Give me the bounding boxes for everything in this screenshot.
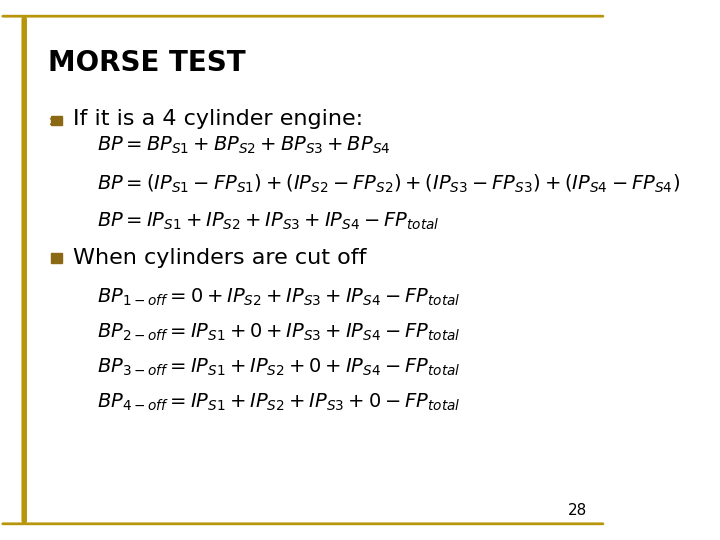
Text: $BP_{4-off} = IP_{S1} + IP_{S2} + IP_{S3} + 0 - FP_{total}$: $BP_{4-off} = IP_{S1} + IP_{S2} + IP_{S3… [97,392,460,413]
Text: When cylinders are cut off: When cylinders are cut off [73,248,366,268]
Text: $BP = (IP_{S1} - FP_{S1}) + (IP_{S2} - FP_{S2}) + (IP_{S3} - FP_{S3}) + (IP_{S4}: $BP = (IP_{S1} - FP_{S1}) + (IP_{S2} - F… [97,172,680,195]
Text: 28: 28 [568,503,588,518]
Text: $BP_{2-off} = IP_{S1} + 0 + IP_{S3} + IP_{S4} - FP_{total}$: $BP_{2-off} = IP_{S1} + 0 + IP_{S3} + IP… [97,321,460,343]
Text: $BP = BP_{S1} + BP_{S2} + BP_{S3} + BP_{S4}$: $BP = BP_{S1} + BP_{S2} + BP_{S3} + BP_{… [97,135,390,157]
Text: If it is a 4 cylinder engine:: If it is a 4 cylinder engine: [73,109,363,130]
Text: MORSE TEST: MORSE TEST [48,49,246,77]
Text: $BP_{1-off} = 0 + IP_{S2} + IP_{S3} + IP_{S4} - FP_{total}$: $BP_{1-off} = 0 + IP_{S2} + IP_{S3} + IP… [97,286,460,308]
Bar [52,116,63,125]
Text: $BP_{3-off} = IP_{S1} + IP_{S2} + 0 + IP_{S4} - FP_{total}$: $BP_{3-off} = IP_{S1} + IP_{S2} + 0 + IP… [97,356,460,378]
Text: $BP = IP_{S1} + IP_{S2} + IP_{S3} + IP_{S4} - FP_{total}$: $BP = IP_{S1} + IP_{S2} + IP_{S3} + IP_{… [97,211,439,232]
Bar [52,253,63,263]
